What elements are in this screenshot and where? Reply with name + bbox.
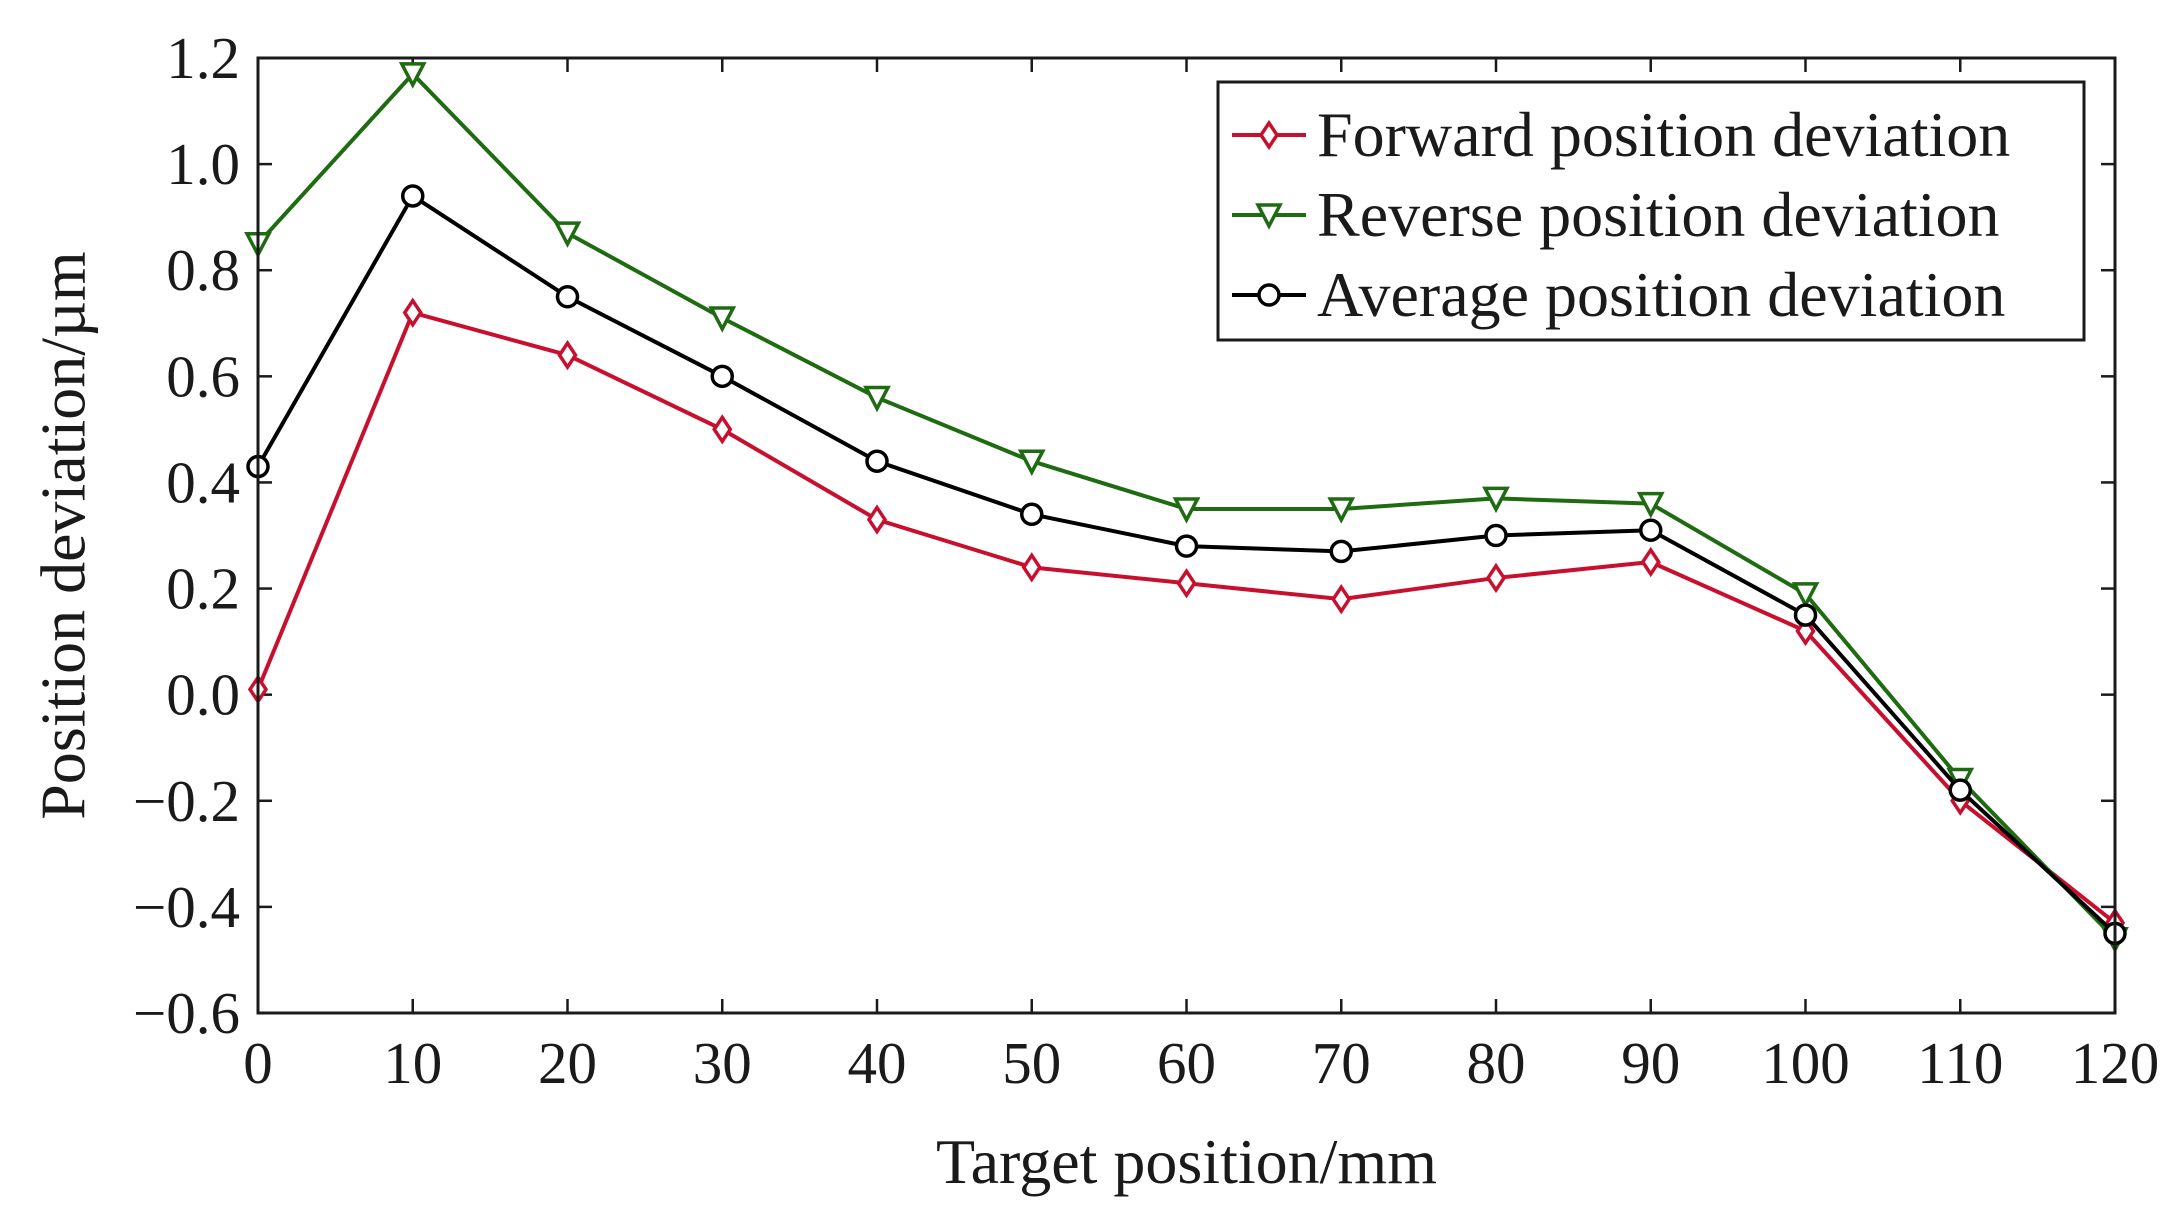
legend: Forward position deviation Reverse positi… <box>1216 80 2086 342</box>
data-point <box>398 62 427 89</box>
data-point <box>553 221 582 248</box>
legend-label: Forward position deviation <box>1317 99 2010 170</box>
legend-entry: Average position deviation <box>1232 259 2005 330</box>
series-1 <box>247 297 2126 938</box>
data-point <box>863 385 891 413</box>
series-3 <box>246 184 2127 946</box>
y-tick-label: 0.6 <box>166 343 240 409</box>
x-tick-label: 10 <box>383 1030 442 1096</box>
data-point <box>712 414 733 445</box>
legend-marker <box>1257 283 1281 307</box>
data-point <box>1636 491 1665 519</box>
data-point <box>401 184 425 208</box>
y-tick-label: 0.0 <box>166 662 240 728</box>
data-point <box>1640 546 1661 578</box>
legend-marker <box>1258 119 1280 151</box>
y-tick-label: 0.4 <box>166 449 240 515</box>
data-point <box>1329 539 1353 564</box>
legend-label: Reverse position deviation <box>1317 179 2000 250</box>
x-tick-label: 100 <box>1761 1030 1850 1096</box>
y-tick-label: −0.2 <box>133 768 240 834</box>
data-point <box>1172 497 1201 524</box>
x-tick-label: 50 <box>1002 1030 1061 1096</box>
series-line <box>256 310 2117 925</box>
x-tick-label: 30 <box>693 1030 752 1096</box>
data-point <box>1174 534 1199 558</box>
data-point <box>1020 502 1044 527</box>
legend-entry: Reverse position deviation <box>1232 179 2000 250</box>
plot-area-frame <box>256 56 2117 1015</box>
data-point <box>1793 603 1818 627</box>
data-point <box>865 449 889 473</box>
data-point <box>1017 449 1046 476</box>
data-point <box>1327 497 1356 524</box>
data-point <box>1791 582 1820 609</box>
y-tick-label: 0.8 <box>166 237 240 303</box>
data-point <box>1948 778 1972 802</box>
y-axis-title: Position deviation/µm <box>28 251 99 819</box>
data-point <box>1482 486 1510 514</box>
x-tick-label: 20 <box>538 1030 597 1096</box>
x-tick-label: 80 <box>1467 1030 1526 1096</box>
y-tick-label: 0.2 <box>166 556 240 622</box>
x-axis-title: Target position/mm <box>936 1126 1437 1197</box>
x-tick-label: 110 <box>1917 1030 2003 1096</box>
data-point <box>1639 518 1663 542</box>
legend-label: Average position deviation <box>1317 259 2005 330</box>
data-point <box>1176 568 1197 599</box>
x-tick-label: 60 <box>1157 1030 1216 1096</box>
data-point <box>1021 552 1042 583</box>
axis-ticks: 0 10 20 30 40 50 60 70 80 90 100 110 120 −0.6 −0.4 −0.2… <box>133 25 2159 1096</box>
y-tick-label: 1.0 <box>166 131 240 197</box>
data-point <box>402 297 423 328</box>
legend-box <box>1216 80 2086 342</box>
data-point <box>708 306 737 333</box>
x-tick-label: 40 <box>848 1030 907 1096</box>
data-point <box>866 504 888 535</box>
y-tick-label: −0.6 <box>133 980 240 1046</box>
series-group <box>244 62 2129 954</box>
x-tick-label: 90 <box>1621 1030 1680 1096</box>
y-tick-label: −0.4 <box>133 874 240 940</box>
x-tick-label: 120 <box>2071 1030 2160 1096</box>
legend-entry: Forward position deviation <box>1232 99 2010 170</box>
data-point <box>1485 562 1507 594</box>
x-tick-label: 0 <box>243 1030 273 1096</box>
y-tick-label: 1.2 <box>166 25 240 91</box>
legend-marker <box>1255 203 1283 230</box>
data-point <box>557 339 578 371</box>
data-point <box>710 364 734 389</box>
data-point <box>1484 523 1508 548</box>
x-tick-label: 70 <box>1312 1030 1371 1096</box>
data-point <box>1331 584 1352 615</box>
data-point <box>555 285 580 309</box>
